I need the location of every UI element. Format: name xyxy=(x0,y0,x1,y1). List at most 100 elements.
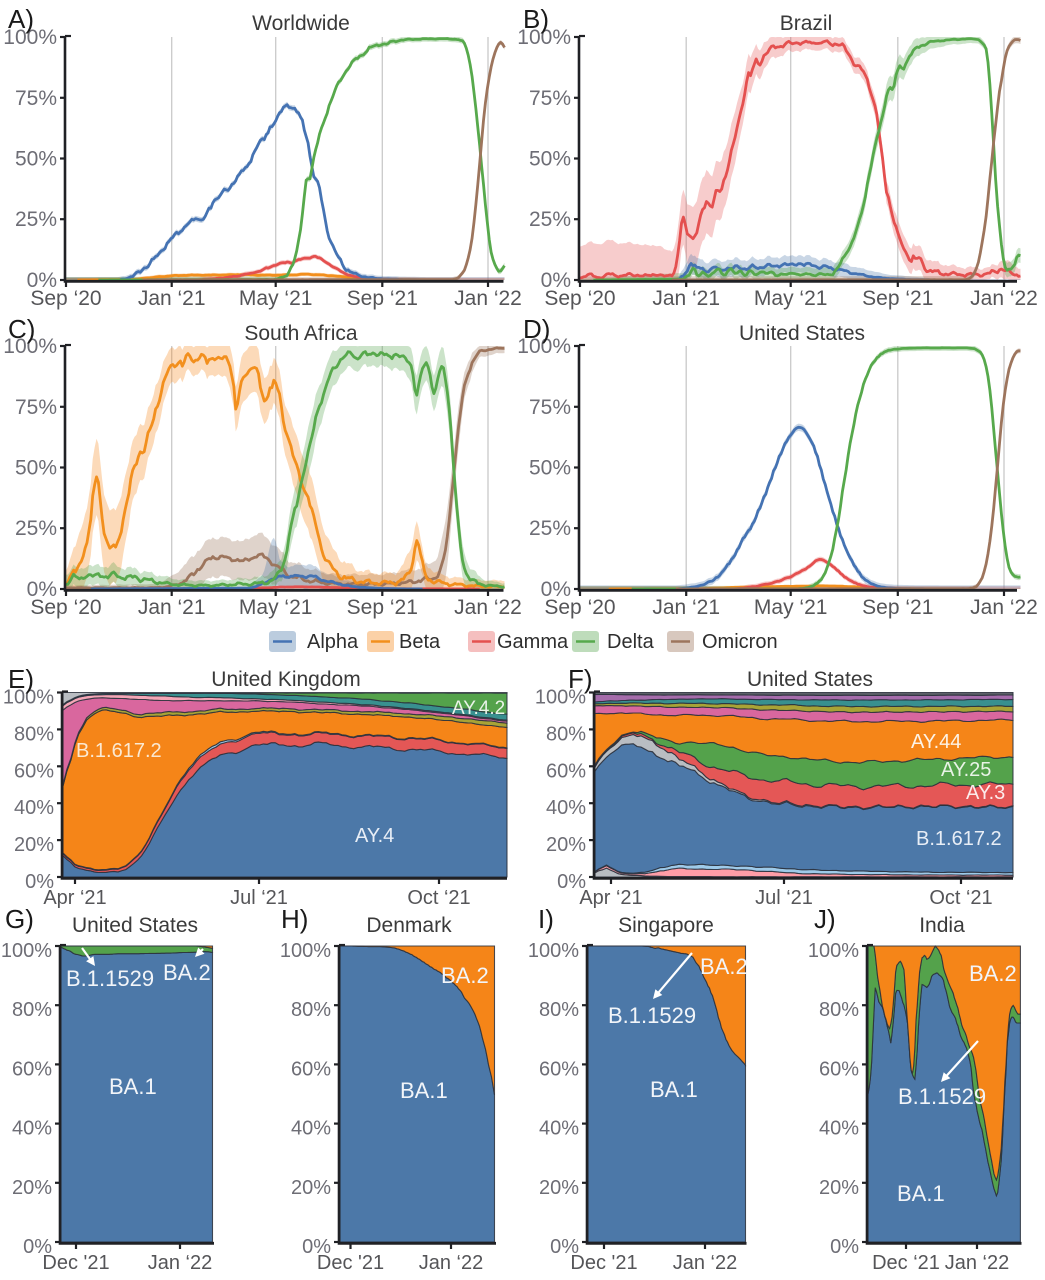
svg-text:Singapore: Singapore xyxy=(618,914,714,937)
svg-text:100%: 100% xyxy=(3,26,57,49)
svg-text:60%: 60% xyxy=(546,760,586,782)
svg-text:May ‘21: May ‘21 xyxy=(754,287,828,310)
svg-text:20%: 20% xyxy=(539,1177,579,1199)
svg-text:Jan ‘22: Jan ‘22 xyxy=(419,1252,484,1274)
svg-text:Alpha: Alpha xyxy=(307,631,359,653)
svg-text:Sep ‘21: Sep ‘21 xyxy=(862,596,933,619)
svg-text:100%: 100% xyxy=(535,687,586,709)
svg-text:100%: 100% xyxy=(517,335,571,358)
svg-text:BA.1: BA.1 xyxy=(109,1074,157,1099)
svg-text:100%: 100% xyxy=(3,335,57,358)
svg-text:50%: 50% xyxy=(15,148,57,171)
svg-text:Dec ‘21: Dec ‘21 xyxy=(872,1252,940,1274)
svg-text:0%: 0% xyxy=(23,1236,52,1258)
svg-text:80%: 80% xyxy=(546,723,586,745)
svg-text:0%: 0% xyxy=(550,1236,579,1258)
svg-text:60%: 60% xyxy=(539,1058,579,1080)
svg-text:100%: 100% xyxy=(808,940,859,962)
svg-text:Brazil: Brazil xyxy=(780,12,833,35)
svg-text:50%: 50% xyxy=(529,457,571,480)
svg-text:Sep ‘21: Sep ‘21 xyxy=(347,596,418,619)
svg-text:100%: 100% xyxy=(1,940,52,962)
svg-text:75%: 75% xyxy=(15,87,57,110)
svg-text:20%: 20% xyxy=(14,834,54,856)
svg-text:Jan ‘21: Jan ‘21 xyxy=(138,596,206,619)
svg-text:20%: 20% xyxy=(12,1177,52,1199)
svg-text:20%: 20% xyxy=(546,834,586,856)
svg-text:80%: 80% xyxy=(539,999,579,1021)
svg-text:0%: 0% xyxy=(557,871,586,893)
svg-text:Jan ‘22: Jan ‘22 xyxy=(454,596,522,619)
svg-text:Jan ‘22: Jan ‘22 xyxy=(673,1252,738,1274)
svg-text:80%: 80% xyxy=(12,999,52,1021)
svg-text:Oct ‘21: Oct ‘21 xyxy=(929,887,992,909)
svg-text:Sep ‘20: Sep ‘20 xyxy=(544,596,615,619)
svg-text:Jan ‘22: Jan ‘22 xyxy=(454,287,522,310)
svg-text:0%: 0% xyxy=(830,1236,859,1258)
svg-text:Apr ‘21: Apr ‘21 xyxy=(43,887,106,909)
svg-text:A): A) xyxy=(8,4,34,34)
svg-text:40%: 40% xyxy=(819,1118,859,1140)
svg-text:25%: 25% xyxy=(15,208,57,231)
svg-text:Jan ‘22: Jan ‘22 xyxy=(970,596,1038,619)
svg-text:BA.2: BA.2 xyxy=(700,954,748,979)
svg-text:United Kingdom: United Kingdom xyxy=(211,668,360,691)
svg-text:100%: 100% xyxy=(528,940,579,962)
svg-text:25%: 25% xyxy=(529,208,571,231)
svg-text:Omicron: Omicron xyxy=(702,631,778,653)
svg-text:D): D) xyxy=(523,314,550,344)
svg-text:Apr ‘21: Apr ‘21 xyxy=(579,887,642,909)
svg-text:G): G) xyxy=(5,904,34,934)
svg-text:Sep ‘20: Sep ‘20 xyxy=(544,287,615,310)
svg-text:I): I) xyxy=(538,904,554,934)
svg-text:75%: 75% xyxy=(15,396,57,419)
svg-text:Worldwide: Worldwide xyxy=(252,12,350,35)
svg-text:B): B) xyxy=(523,4,549,34)
svg-text:BA.1: BA.1 xyxy=(650,1077,698,1102)
svg-text:Jul ‘21: Jul ‘21 xyxy=(230,887,288,909)
svg-text:50%: 50% xyxy=(529,148,571,171)
svg-text:E): E) xyxy=(8,664,34,694)
svg-text:F): F) xyxy=(568,664,593,694)
svg-text:Dec '21: Dec '21 xyxy=(570,1252,637,1274)
svg-text:Dec '21: Dec '21 xyxy=(42,1252,109,1274)
svg-text:60%: 60% xyxy=(12,1058,52,1080)
svg-text:May ‘21: May ‘21 xyxy=(239,596,313,619)
svg-text:BA.2: BA.2 xyxy=(441,963,489,988)
svg-text:H): H) xyxy=(281,904,308,934)
svg-text:BA.1: BA.1 xyxy=(897,1181,945,1206)
svg-text:B.1.617.2: B.1.617.2 xyxy=(916,828,1002,850)
svg-text:0%: 0% xyxy=(541,578,571,601)
svg-text:20%: 20% xyxy=(291,1177,331,1199)
svg-text:Jan ‘21: Jan ‘21 xyxy=(138,287,206,310)
svg-text:60%: 60% xyxy=(291,1058,331,1080)
svg-text:Dec '21: Dec '21 xyxy=(317,1252,384,1274)
svg-text:Jul ‘21: Jul ‘21 xyxy=(755,887,813,909)
svg-text:J): J) xyxy=(814,904,836,934)
svg-text:40%: 40% xyxy=(14,797,54,819)
svg-text:Sep ‘21: Sep ‘21 xyxy=(347,287,418,310)
svg-text:0%: 0% xyxy=(27,578,57,601)
svg-text:60%: 60% xyxy=(14,760,54,782)
svg-text:Sep ‘20: Sep ‘20 xyxy=(30,596,101,619)
svg-text:United States: United States xyxy=(72,914,198,937)
svg-text:Sep ‘21: Sep ‘21 xyxy=(862,287,933,310)
svg-text:C): C) xyxy=(8,314,35,344)
svg-text:Jan ‘22: Jan ‘22 xyxy=(945,1252,1010,1274)
svg-text:Jan ‘21: Jan ‘21 xyxy=(652,596,720,619)
svg-text:AY.44: AY.44 xyxy=(911,731,961,753)
svg-text:B.1.1529: B.1.1529 xyxy=(608,1003,696,1028)
svg-text:80%: 80% xyxy=(291,999,331,1021)
svg-text:0%: 0% xyxy=(541,269,571,292)
svg-text:Sep ‘20: Sep ‘20 xyxy=(30,287,101,310)
svg-text:40%: 40% xyxy=(539,1118,579,1140)
svg-text:75%: 75% xyxy=(529,396,571,419)
svg-text:India: India xyxy=(919,914,965,937)
svg-text:Jan ‘22: Jan ‘22 xyxy=(148,1252,213,1274)
svg-text:80%: 80% xyxy=(819,999,859,1021)
svg-text:BA.2: BA.2 xyxy=(969,961,1017,986)
svg-text:South Africa: South Africa xyxy=(244,322,358,345)
svg-text:100%: 100% xyxy=(3,687,54,709)
svg-text:0%: 0% xyxy=(25,871,54,893)
svg-text:Denmark: Denmark xyxy=(366,914,452,937)
